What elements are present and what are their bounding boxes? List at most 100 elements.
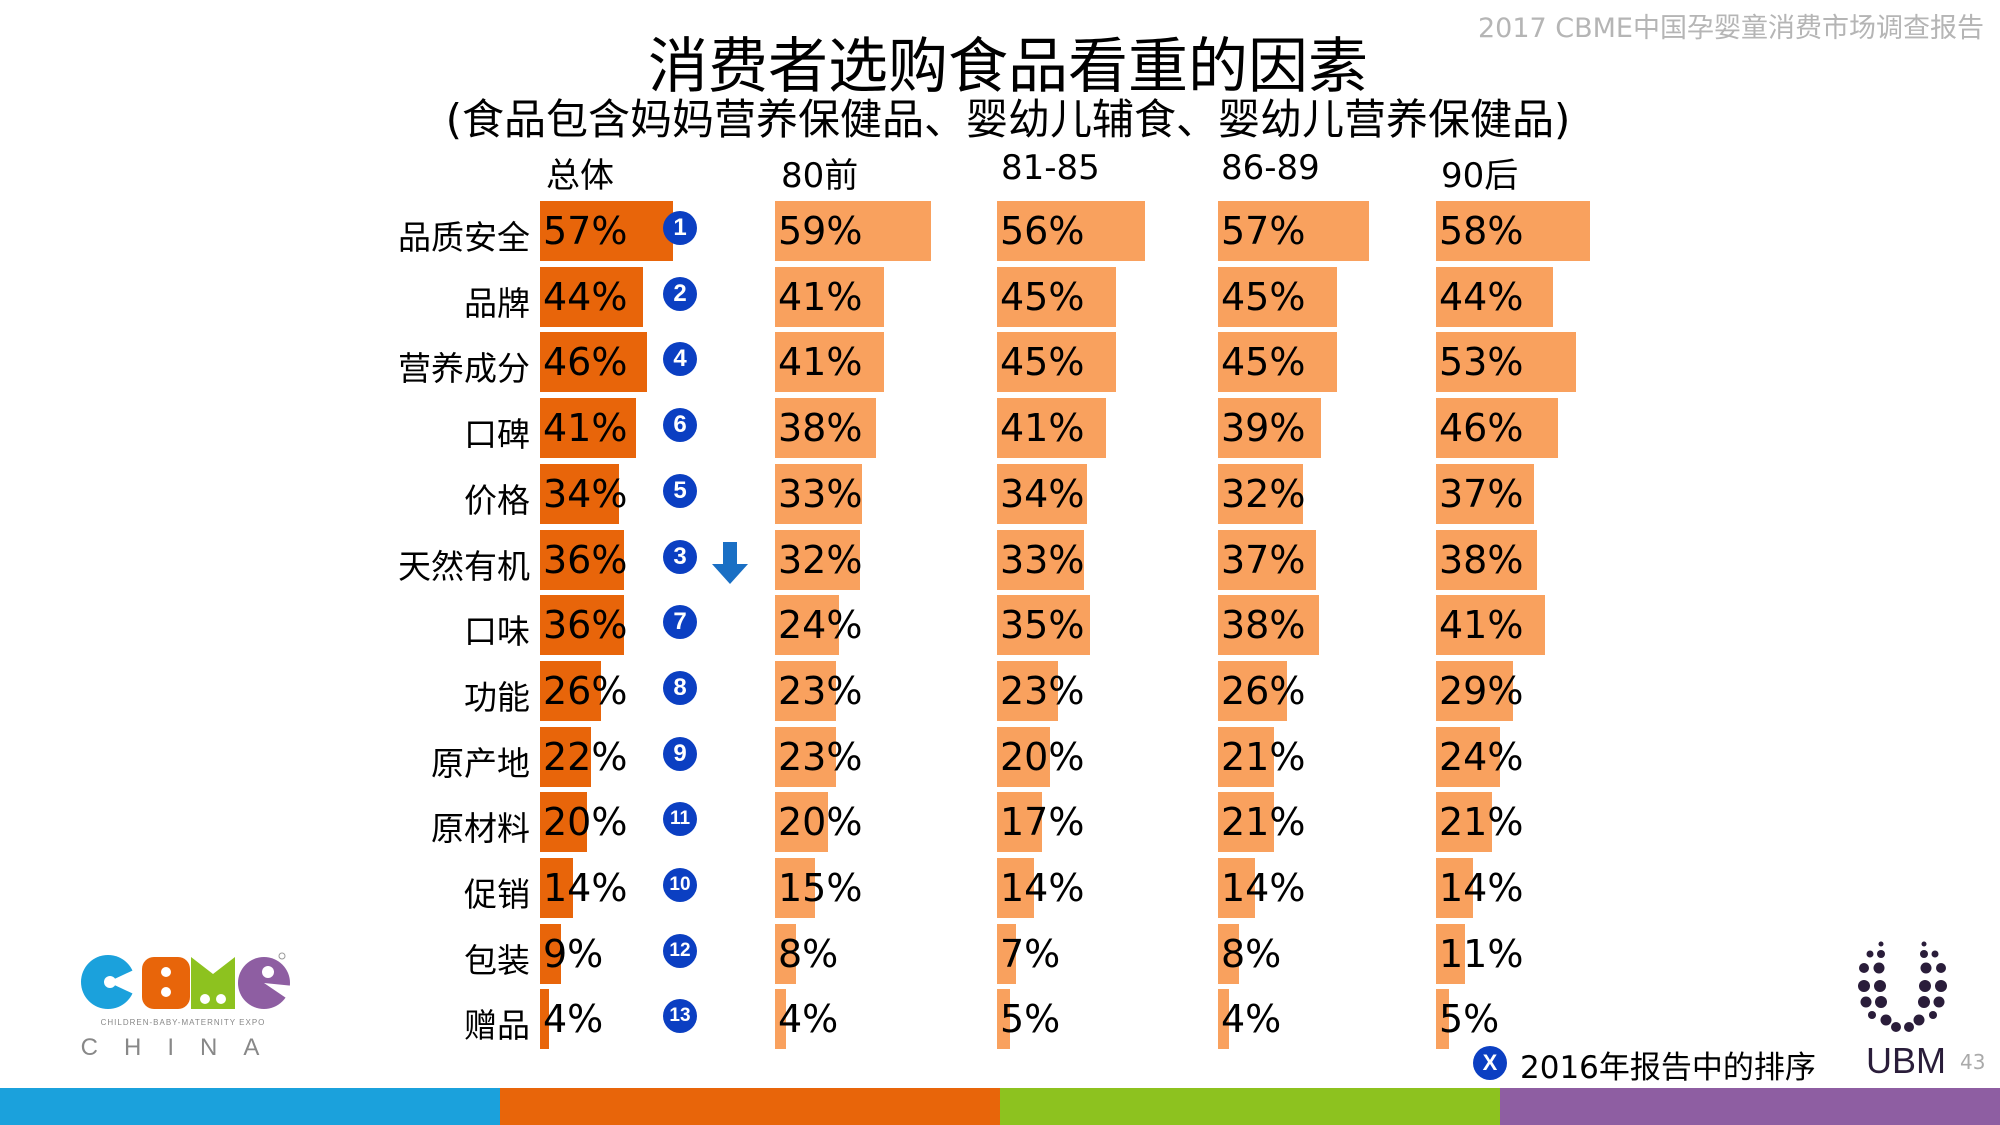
data-label: 45% bbox=[1000, 340, 1085, 385]
data-label: 33% bbox=[778, 471, 863, 516]
rank-2016-badge: 3 bbox=[663, 539, 697, 574]
data-label: 34% bbox=[543, 471, 628, 516]
bar bbox=[775, 792, 828, 853]
category-label: 促销 bbox=[464, 875, 530, 914]
category-label: 品牌 bbox=[464, 283, 530, 323]
bar bbox=[775, 266, 884, 327]
data-label: 17% bbox=[1000, 800, 1085, 845]
bar bbox=[540, 266, 643, 327]
data-label: 9% bbox=[543, 931, 604, 976]
data-label: 8% bbox=[1221, 931, 1282, 976]
bar bbox=[997, 726, 1050, 787]
stripe-blue bbox=[0, 1088, 500, 1125]
bar bbox=[1436, 201, 1590, 261]
bar bbox=[540, 398, 636, 459]
data-label: 37% bbox=[1439, 471, 1524, 516]
bar bbox=[997, 201, 1146, 261]
data-label: 38% bbox=[1221, 603, 1306, 648]
data-label: 4% bbox=[778, 997, 839, 1042]
data-label: 4% bbox=[543, 997, 604, 1042]
category-label: 营养成分 bbox=[398, 349, 530, 389]
bar bbox=[1218, 463, 1303, 524]
data-label: 23% bbox=[778, 668, 863, 713]
bar bbox=[1436, 923, 1466, 984]
bar bbox=[775, 398, 876, 459]
bar bbox=[1436, 266, 1553, 327]
bar bbox=[775, 201, 932, 261]
category-label: 口味 bbox=[464, 612, 530, 652]
data-label: 46% bbox=[543, 340, 628, 385]
bar bbox=[997, 529, 1085, 590]
bar bbox=[540, 923, 561, 984]
ubm-logo-icon bbox=[1858, 941, 1947, 1032]
bar bbox=[1218, 858, 1256, 918]
bar bbox=[1436, 529, 1537, 590]
arrow-down-icon bbox=[712, 541, 748, 584]
data-label: 41% bbox=[543, 406, 628, 451]
bar bbox=[1436, 332, 1577, 393]
data-label: 46% bbox=[1439, 406, 1524, 451]
bar bbox=[1436, 858, 1474, 918]
bar bbox=[540, 792, 587, 853]
data-label: 44% bbox=[543, 274, 628, 319]
data-label: 34% bbox=[1000, 471, 1085, 516]
data-label: 20% bbox=[543, 800, 628, 845]
column-header: 90后 bbox=[1441, 156, 1519, 196]
data-label: 14% bbox=[543, 866, 628, 910]
bar bbox=[1436, 660, 1513, 721]
data-label: 21% bbox=[1221, 734, 1306, 779]
bar bbox=[775, 595, 839, 656]
data-label: 41% bbox=[778, 340, 863, 385]
data-label: 26% bbox=[543, 668, 628, 713]
category-label: 天然有机 bbox=[398, 546, 530, 586]
bar bbox=[1436, 463, 1535, 524]
bar bbox=[1436, 398, 1558, 459]
bar bbox=[1218, 923, 1240, 984]
bar bbox=[997, 989, 1011, 1050]
bar bbox=[775, 989, 786, 1050]
data-label: 20% bbox=[778, 800, 863, 845]
bar bbox=[1218, 398, 1322, 459]
category-label: 功能 bbox=[464, 677, 530, 717]
data-label: 38% bbox=[1439, 537, 1524, 582]
data-label: 11% bbox=[1439, 931, 1524, 976]
data-label: 35% bbox=[1000, 603, 1085, 648]
bar bbox=[1436, 989, 1450, 1050]
data-label: 21% bbox=[1439, 800, 1524, 845]
bar bbox=[997, 266, 1117, 327]
bar bbox=[775, 660, 836, 721]
rank-2016-badge: 5 bbox=[663, 473, 697, 508]
data-label: 53% bbox=[1439, 340, 1524, 385]
chart-title: 消费者选购食品看重的因素 bbox=[648, 32, 1368, 102]
data-label: 24% bbox=[1439, 734, 1524, 779]
data-label: 14% bbox=[1439, 866, 1524, 910]
bar bbox=[775, 923, 797, 984]
category-label: 品质安全 bbox=[398, 218, 530, 257]
data-label: 39% bbox=[1221, 406, 1306, 451]
rank-2016-badge: 8 bbox=[663, 670, 697, 705]
data-label: 14% bbox=[1221, 866, 1306, 910]
bar bbox=[540, 858, 573, 918]
category-label: 原产地 bbox=[431, 743, 530, 783]
data-label: 32% bbox=[1221, 471, 1306, 516]
data-label: 8% bbox=[778, 931, 839, 976]
data-label: 23% bbox=[778, 734, 863, 779]
data-label: 45% bbox=[1000, 274, 1085, 319]
data-label: 57% bbox=[543, 209, 628, 253]
bar bbox=[1436, 595, 1545, 656]
column-header: 81-85 bbox=[1001, 148, 1100, 188]
rank-2016-badge: 10 bbox=[663, 868, 697, 902]
bar bbox=[1218, 529, 1317, 590]
bar bbox=[997, 398, 1106, 459]
data-label: 44% bbox=[1439, 274, 1524, 319]
data-label: 33% bbox=[1000, 537, 1085, 582]
rank-2016-badge: 11 bbox=[663, 802, 697, 837]
data-label: 7% bbox=[1000, 931, 1061, 976]
data-label: 57% bbox=[1221, 209, 1306, 253]
rank-2016-badge: 2 bbox=[663, 276, 697, 311]
bar bbox=[540, 595, 624, 656]
data-label: 58% bbox=[1439, 209, 1524, 253]
bar bbox=[1218, 595, 1319, 656]
data-label: 41% bbox=[1000, 406, 1085, 451]
bar bbox=[1218, 792, 1274, 853]
